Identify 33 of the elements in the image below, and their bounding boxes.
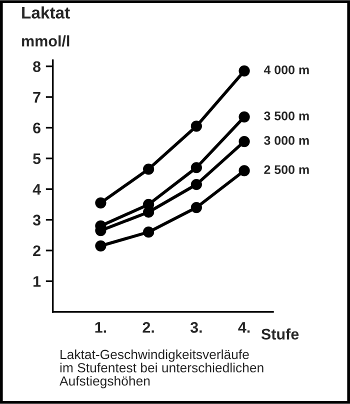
point xyxy=(143,206,154,218)
point xyxy=(95,240,106,252)
y-tick-label: 7 xyxy=(33,92,40,103)
y-axis-title: mmol/l xyxy=(22,35,70,47)
y-tick-label: 8 xyxy=(33,61,41,72)
point xyxy=(238,65,250,76)
y-tick-label: 2 xyxy=(33,245,40,256)
series-label: 4 000 m xyxy=(264,65,309,74)
point xyxy=(238,111,250,123)
x-tick-label: 3. xyxy=(190,322,202,333)
point xyxy=(143,226,154,238)
x-tick-label: 1. xyxy=(95,322,106,333)
y-tick-label: 6 xyxy=(33,122,40,134)
y-tick-label: 3 xyxy=(32,214,40,226)
x-axis-title: Stufe xyxy=(261,328,299,340)
point xyxy=(95,197,106,208)
point xyxy=(190,162,202,174)
chart-title: Laktat xyxy=(22,6,70,19)
series-label: 3 000 m xyxy=(264,136,309,145)
point xyxy=(238,165,250,176)
point xyxy=(143,164,154,175)
point xyxy=(238,136,250,148)
point xyxy=(190,178,202,190)
x-tick-label: 2. xyxy=(142,322,154,333)
x-tick-label: 4. xyxy=(238,322,250,333)
point xyxy=(190,120,202,132)
y-tick-label: 4 xyxy=(32,184,41,195)
series-label: 3 500 m xyxy=(264,111,309,120)
text: Laktat-Geschwindigkeitsverläufe im Stufentest bei unterschiedlichen Aufstiegshöhen xyxy=(60,349,264,388)
y-tick-label: 5 xyxy=(33,153,41,164)
point xyxy=(190,202,202,214)
series-label: 2 500 m xyxy=(264,165,309,174)
y-tick-label: 1 xyxy=(34,276,41,287)
